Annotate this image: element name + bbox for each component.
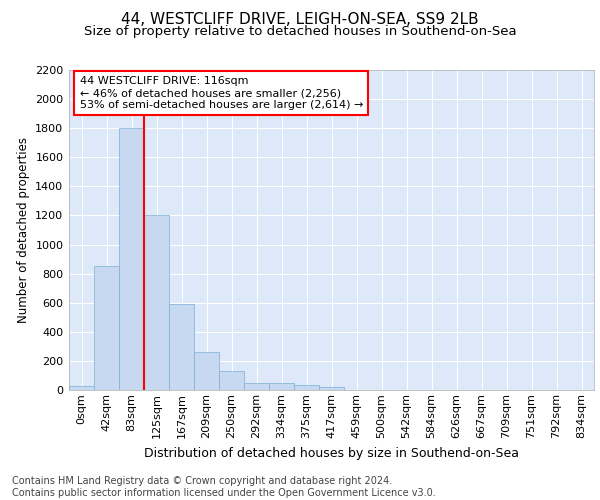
Bar [169,304,194,390]
Bar [294,385,319,390]
Text: Contains HM Land Registry data © Crown copyright and database right 2024.
Contai: Contains HM Land Registry data © Crown c… [12,476,436,498]
Bar [144,216,169,390]
Bar [94,266,119,390]
Bar [119,128,144,390]
Bar [219,371,244,390]
Text: 44 WESTCLIFF DRIVE: 116sqm
← 46% of detached houses are smaller (2,256)
53% of s: 44 WESTCLIFF DRIVE: 116sqm ← 46% of deta… [79,76,363,110]
Text: Size of property relative to detached houses in Southend-on-Sea: Size of property relative to detached ho… [83,25,517,38]
Bar [269,384,294,390]
Bar [244,382,269,390]
Text: 44, WESTCLIFF DRIVE, LEIGH-ON-SEA, SS9 2LB: 44, WESTCLIFF DRIVE, LEIGH-ON-SEA, SS9 2… [121,12,479,28]
Bar [69,386,94,390]
Text: Distribution of detached houses by size in Southend-on-Sea: Distribution of detached houses by size … [144,448,519,460]
Bar [319,387,344,390]
Y-axis label: Number of detached properties: Number of detached properties [17,137,29,323]
Bar [194,352,219,390]
